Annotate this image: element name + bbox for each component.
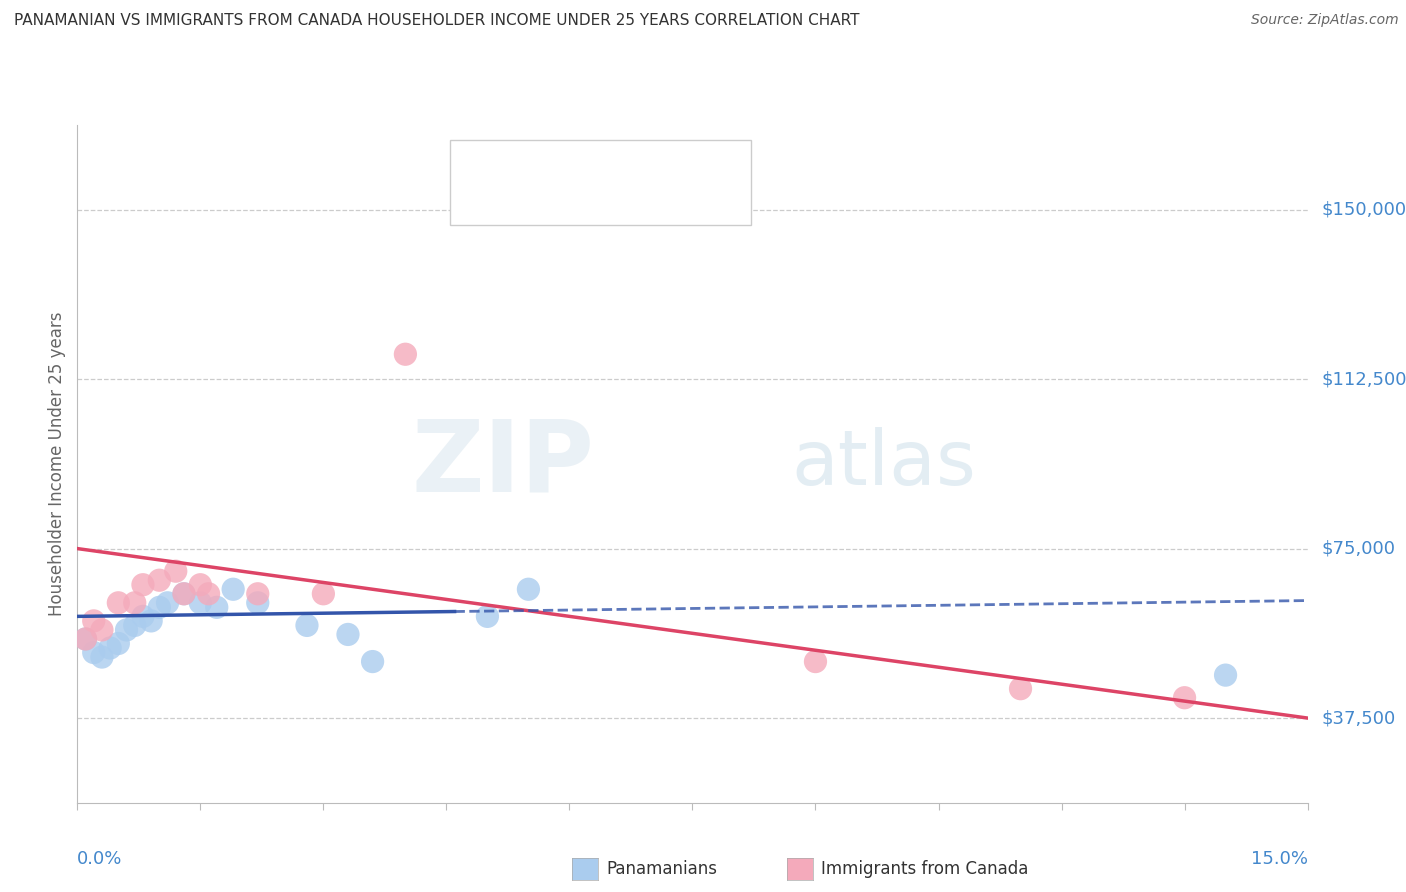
- Point: [222, 582, 245, 597]
- Point: [188, 578, 212, 592]
- Point: [312, 587, 335, 601]
- Text: PANAMANIAN VS IMMIGRANTS FROM CANADA HOUSEHOLDER INCOME UNDER 25 YEARS CORRELATI: PANAMANIAN VS IMMIGRANTS FROM CANADA HOU…: [14, 13, 859, 29]
- Text: $150,000: $150,000: [1322, 201, 1406, 219]
- Text: atlas: atlas: [792, 427, 976, 500]
- Point: [124, 618, 146, 632]
- Text: $75,000: $75,000: [1322, 540, 1396, 558]
- Point: [804, 655, 827, 669]
- Point: [1010, 681, 1032, 696]
- Point: [141, 614, 163, 628]
- Text: Immigrants from Canada: Immigrants from Canada: [821, 860, 1028, 878]
- Point: [156, 596, 179, 610]
- Point: [132, 578, 155, 592]
- Point: [246, 587, 269, 601]
- Text: Source: ZipAtlas.com: Source: ZipAtlas.com: [1251, 13, 1399, 28]
- Text: 15.0%: 15.0%: [1250, 850, 1308, 868]
- Point: [246, 596, 269, 610]
- Point: [197, 587, 219, 601]
- Text: N = 22: N = 22: [624, 153, 686, 171]
- Point: [173, 587, 195, 601]
- Point: [75, 632, 97, 646]
- Text: Panamanians: Panamanians: [606, 860, 717, 878]
- Point: [132, 609, 155, 624]
- Point: [188, 596, 212, 610]
- Point: [165, 564, 187, 578]
- Point: [295, 618, 318, 632]
- Point: [75, 632, 97, 646]
- Point: [98, 640, 121, 655]
- Point: [90, 623, 114, 637]
- Point: [477, 609, 499, 624]
- Point: [1215, 668, 1237, 682]
- Text: R = -0.444: R = -0.444: [503, 194, 600, 211]
- Point: [337, 627, 360, 641]
- Point: [83, 614, 105, 628]
- Point: [394, 347, 416, 361]
- Point: [115, 623, 138, 637]
- Text: 0.0%: 0.0%: [77, 850, 122, 868]
- Text: $37,500: $37,500: [1322, 709, 1396, 727]
- Point: [148, 573, 170, 587]
- Y-axis label: Householder Income Under 25 years: Householder Income Under 25 years: [48, 311, 66, 616]
- Point: [148, 600, 170, 615]
- Text: N = 17: N = 17: [624, 194, 686, 211]
- Point: [361, 655, 384, 669]
- Text: R =  0.068: R = 0.068: [503, 153, 599, 171]
- Point: [1174, 690, 1197, 705]
- Point: [173, 587, 195, 601]
- Point: [107, 596, 129, 610]
- Point: [517, 582, 540, 597]
- Point: [205, 600, 228, 615]
- Point: [107, 636, 129, 650]
- Text: ZIP: ZIP: [411, 416, 595, 512]
- Point: [124, 596, 146, 610]
- Point: [90, 650, 114, 665]
- Point: [83, 646, 105, 660]
- Text: $112,500: $112,500: [1322, 370, 1406, 388]
